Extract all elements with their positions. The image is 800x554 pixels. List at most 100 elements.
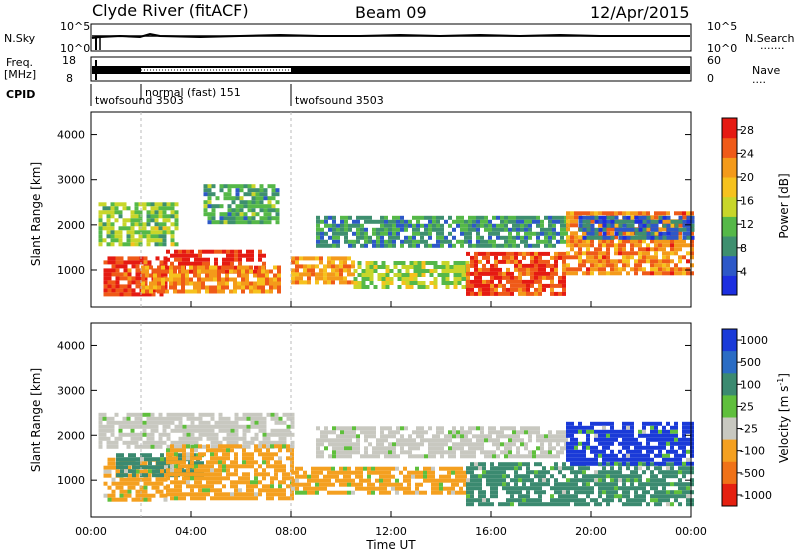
velocity-cell xyxy=(290,456,294,461)
velocity-cell xyxy=(127,465,132,470)
velocity-cell xyxy=(408,454,412,459)
power-cell xyxy=(682,235,687,240)
velocity-cell xyxy=(163,477,168,482)
power-cell xyxy=(299,264,303,269)
velocity-cell xyxy=(526,486,530,491)
cpid-label: CPID xyxy=(6,88,35,101)
velocity-cell xyxy=(610,425,614,430)
power-cell xyxy=(384,239,388,244)
velocity-cell xyxy=(246,480,250,485)
power-cell xyxy=(311,264,315,269)
velocity-cell xyxy=(147,497,152,502)
velocity-cell xyxy=(319,466,323,471)
velocity-cell xyxy=(480,426,484,431)
power-cell xyxy=(618,227,623,232)
power-cell xyxy=(690,251,694,256)
velocity-cell xyxy=(598,474,602,479)
velocity-cell xyxy=(448,450,452,455)
power-cell xyxy=(630,255,634,260)
velocity-cell xyxy=(686,421,690,426)
power-cell xyxy=(235,216,240,221)
power-cell xyxy=(630,223,635,228)
power-cell xyxy=(158,206,163,211)
power-cell xyxy=(237,281,241,286)
velocity-cell xyxy=(480,438,484,443)
power-cell xyxy=(654,271,658,276)
velocity-cell xyxy=(166,412,171,417)
power-cell xyxy=(169,281,173,286)
velocity-cell xyxy=(570,494,574,499)
power-cell xyxy=(241,281,245,286)
velocity-cell xyxy=(662,482,666,487)
power-cell xyxy=(468,243,472,248)
power-cell xyxy=(654,243,658,248)
power-cell xyxy=(614,247,618,252)
power-cell xyxy=(311,256,315,261)
velocity-cell xyxy=(658,461,662,466)
power-cell xyxy=(506,255,510,260)
velocity-cell xyxy=(590,421,594,426)
velocity-cell xyxy=(460,450,464,455)
velocity-cell xyxy=(250,452,254,457)
power-cell xyxy=(339,256,343,261)
velocity-cell xyxy=(348,442,352,447)
power-cell xyxy=(364,235,368,240)
power-cell xyxy=(229,265,233,270)
velocity-cell xyxy=(315,466,319,471)
velocity-cell xyxy=(238,492,242,497)
velocity-cell xyxy=(202,424,207,429)
velocity-cell xyxy=(355,470,359,475)
power-cell xyxy=(646,219,651,224)
power-cell xyxy=(299,256,303,261)
power-cell xyxy=(243,204,248,209)
velocity-cell xyxy=(119,481,124,486)
velocity-cell xyxy=(210,476,214,481)
velocity-cell xyxy=(590,457,594,462)
power-cell xyxy=(335,256,339,261)
power-cell xyxy=(506,291,510,296)
velocity-cell xyxy=(482,494,486,499)
power-cell xyxy=(295,256,299,261)
power-colorbar-cell xyxy=(722,118,737,139)
power-cell xyxy=(570,271,574,276)
power-cell xyxy=(486,283,490,288)
velocity-cell xyxy=(560,450,564,455)
velocity-cell xyxy=(622,429,626,434)
velocity-cell xyxy=(472,446,476,451)
power-cell xyxy=(598,267,602,272)
power-cell xyxy=(174,210,179,215)
power-cell xyxy=(520,235,524,240)
power-cell xyxy=(586,251,590,256)
velocity-cell xyxy=(170,460,174,465)
velocity-cell xyxy=(114,444,119,449)
velocity-cell xyxy=(238,444,242,449)
power-cell xyxy=(213,285,217,290)
power-cell xyxy=(118,238,123,243)
velocity-cell xyxy=(128,457,132,462)
power-cell xyxy=(530,263,534,268)
velocity-cell xyxy=(162,440,167,445)
power-cell xyxy=(598,219,603,224)
power-cell xyxy=(323,280,327,285)
velocity-cell xyxy=(380,434,384,439)
velocity-cell xyxy=(424,438,428,443)
power-cell xyxy=(586,239,590,244)
power-cell xyxy=(115,264,120,269)
velocity-cell xyxy=(194,444,198,449)
velocity-cell xyxy=(420,434,424,439)
power-cell xyxy=(336,239,340,244)
velocity-cell xyxy=(662,478,666,483)
power-cell xyxy=(686,267,690,272)
velocity-cell xyxy=(634,494,638,499)
power-cell xyxy=(538,263,542,268)
power-cell xyxy=(614,215,619,220)
velocity-cell xyxy=(246,484,250,489)
power-cell xyxy=(111,292,116,297)
power-cell xyxy=(650,271,654,276)
power-cell xyxy=(494,291,498,296)
power-cell xyxy=(211,184,216,189)
velocity-cell xyxy=(582,441,586,446)
power-cell xyxy=(630,211,634,216)
velocity-cell xyxy=(303,470,307,475)
velocity-cell xyxy=(494,474,498,479)
